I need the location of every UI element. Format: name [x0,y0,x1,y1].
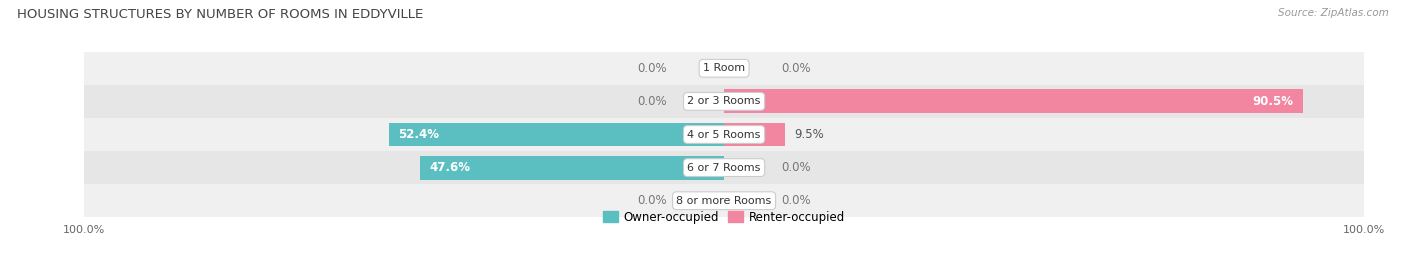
Text: 8 or more Rooms: 8 or more Rooms [676,196,772,206]
Text: 0.0%: 0.0% [782,161,811,174]
Text: 4 or 5 Rooms: 4 or 5 Rooms [688,129,761,140]
Text: 0.0%: 0.0% [637,95,666,108]
Legend: Owner-occupied, Renter-occupied: Owner-occupied, Renter-occupied [599,206,849,228]
Text: 0.0%: 0.0% [782,194,811,207]
Text: Source: ZipAtlas.com: Source: ZipAtlas.com [1278,8,1389,18]
Text: 47.6%: 47.6% [429,161,470,174]
Text: HOUSING STRUCTURES BY NUMBER OF ROOMS IN EDDYVILLE: HOUSING STRUCTURES BY NUMBER OF ROOMS IN… [17,8,423,21]
Text: 2 or 3 Rooms: 2 or 3 Rooms [688,96,761,107]
Bar [389,123,724,146]
Bar [724,123,785,146]
Text: 90.5%: 90.5% [1253,95,1294,108]
Text: 52.4%: 52.4% [398,128,440,141]
Text: 0.0%: 0.0% [637,62,666,75]
Text: 0.0%: 0.0% [637,194,666,207]
Bar [84,118,1364,151]
Text: 0.0%: 0.0% [782,62,811,75]
Bar [84,85,1364,118]
Text: 1 Room: 1 Room [703,63,745,73]
Bar [419,156,724,179]
Text: 6 or 7 Rooms: 6 or 7 Rooms [688,162,761,173]
Bar [84,151,1364,184]
Bar [84,184,1364,217]
Bar [724,90,1303,113]
Bar [84,52,1364,85]
Text: 9.5%: 9.5% [794,128,824,141]
